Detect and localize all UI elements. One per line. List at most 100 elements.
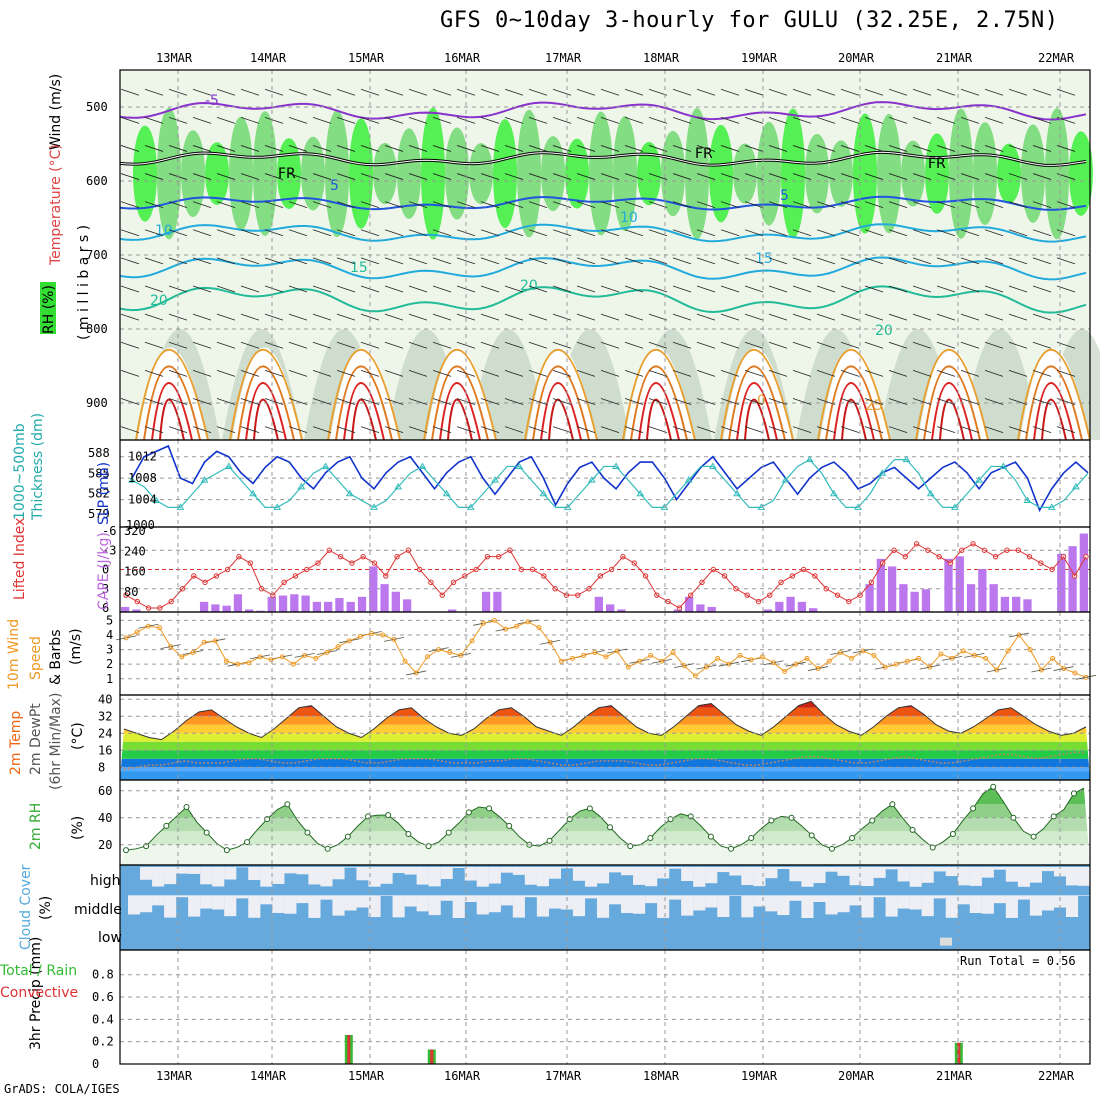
cape-bar [944, 558, 953, 612]
wind-barb [432, 426, 452, 434]
cape-bar [278, 595, 288, 612]
wind-barb [240, 285, 260, 293]
wind-barb [288, 341, 308, 349]
rh-marker [465, 809, 472, 816]
rh-axis-label: RH (%) [41, 285, 57, 334]
wind-barb [144, 201, 164, 209]
precip-conv-label: Convective [0, 985, 78, 1001]
rh2m-label: 2m RH [28, 803, 44, 850]
temp-tick: 16 [98, 743, 112, 757]
wind-barb [816, 426, 836, 434]
wind-barb [1008, 116, 1028, 124]
wind-barb [504, 341, 524, 349]
cloud-high-bar [488, 867, 501, 884]
wind-barb [984, 145, 1004, 152]
temp-tick: 8 [98, 760, 105, 774]
cloud-mid-bar [176, 895, 189, 898]
precip-conv-bar [347, 1034, 351, 1064]
wind-barb [192, 341, 212, 349]
wind-barb [816, 88, 836, 96]
wind-barb [960, 229, 980, 237]
cloud-mid-bar [380, 895, 393, 896]
rh-marker [445, 829, 452, 836]
temp-axis-label: Temperature (°C) [48, 144, 64, 266]
cape-bar [899, 584, 908, 612]
cape-tick: 80 [124, 585, 138, 599]
cloud-high-bar [284, 867, 297, 874]
cloud-high-bar [933, 867, 946, 872]
wind-barb [504, 229, 524, 237]
wind-barb [552, 370, 572, 377]
wind-barb [1032, 398, 1052, 405]
pressure-tick: 600 [86, 174, 108, 188]
cloud-mid-bar [296, 895, 309, 904]
temp-line [123, 700, 1087, 741]
wind-barb [864, 173, 884, 180]
contour-label: FR [928, 156, 946, 172]
wind-barb [600, 145, 620, 152]
wind-barb [192, 201, 212, 209]
wind-barb [768, 257, 788, 265]
wind-barb [504, 398, 524, 405]
rh-marker [869, 817, 876, 824]
date-label-bottom: 18MAR [643, 1069, 680, 1083]
cloud-high-bar [464, 867, 477, 881]
wind-barb [792, 201, 812, 209]
rh-band [120, 804, 1090, 818]
wind-barb [648, 257, 668, 265]
thickness-marker [152, 496, 161, 504]
cloud-mid-bar [933, 895, 946, 899]
wind-barb [528, 313, 548, 321]
cloud-high-bar [969, 867, 982, 886]
cloud-mid-bar [524, 895, 537, 898]
wind-barb [312, 173, 332, 180]
wind-barb [624, 116, 644, 124]
temp2m-panel [120, 698, 1090, 780]
wind-barb [864, 229, 884, 237]
wind-barb [312, 229, 332, 237]
temp-bands [120, 701, 1090, 780]
wind-barb [1008, 426, 1028, 434]
wind-barb [576, 201, 596, 209]
rh-marker [244, 839, 251, 846]
cape-bar [763, 609, 773, 612]
cloud-mid-bar [344, 895, 357, 911]
wind-barb [360, 145, 380, 152]
thickness-marker [636, 489, 645, 497]
temp-contour-dome [1017, 349, 1091, 441]
wind-barb [960, 341, 980, 349]
wind-barb [720, 426, 740, 434]
temp-contour-dome [1041, 398, 1067, 441]
wind-barb [864, 426, 884, 434]
rh-marker [1070, 790, 1077, 797]
cloud-mid-bar [909, 895, 922, 910]
rh-marker [627, 843, 634, 850]
wind-barb [360, 426, 380, 434]
wind-barb [528, 370, 548, 377]
cloud-mid-bar [1005, 895, 1018, 918]
temp-band [120, 707, 1090, 717]
wind-barb [696, 88, 716, 96]
wind-barb [744, 229, 764, 237]
wind-barb [552, 88, 572, 96]
cloud-mid-bar [572, 895, 586, 917]
wind-barb [864, 116, 884, 124]
wind-barb [816, 341, 836, 349]
thickness-marker [1047, 503, 1056, 510]
precip-tick: 0.8 [92, 968, 114, 982]
cloud-mid-bar [308, 895, 321, 918]
wind-barb [960, 116, 980, 124]
wind-barb [504, 145, 524, 152]
wind-barb [816, 257, 836, 265]
cloud-mid-bar [717, 895, 730, 918]
wind-barb [120, 257, 140, 265]
wind-barb [624, 257, 644, 265]
thickness-marker [515, 462, 524, 469]
wind-barb [792, 88, 812, 96]
wind-barb [864, 313, 884, 321]
wind-barb [984, 341, 1004, 349]
wind-barb [336, 116, 356, 124]
wind-barb [432, 229, 452, 237]
wind-barb [600, 229, 620, 237]
wind-barb [384, 370, 404, 377]
